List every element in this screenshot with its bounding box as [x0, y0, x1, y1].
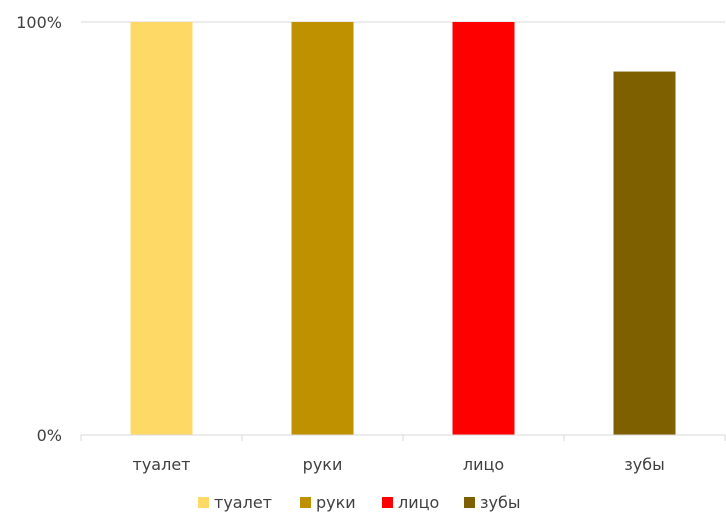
bars [130, 22, 676, 435]
y-axis-ticks: 0% 100% [16, 13, 62, 445]
category-labels: туалет руки лицо зубы [133, 455, 665, 474]
legend-swatch [464, 497, 475, 508]
legend-swatch [382, 497, 393, 508]
category-label: туалет [133, 455, 191, 474]
category-label: зубы [624, 455, 664, 474]
legend: туалет руки лицо зубы [198, 493, 520, 512]
legend-swatch [300, 497, 311, 508]
legend-label: зубы [480, 493, 520, 512]
category-label: руки [303, 455, 343, 474]
bar-4 [613, 71, 676, 435]
legend-label: туалет [214, 493, 272, 512]
category-label: лицо [463, 455, 504, 474]
y-tick-label: 0% [37, 426, 62, 445]
bar-3 [452, 22, 515, 435]
y-tick-label: 100% [16, 13, 62, 32]
legend-swatch [198, 497, 209, 508]
legend-label: руки [316, 493, 356, 512]
bar-1 [130, 22, 193, 435]
bar-2 [291, 22, 354, 435]
x-axis [80, 434, 726, 441]
legend-label: лицо [398, 493, 439, 512]
